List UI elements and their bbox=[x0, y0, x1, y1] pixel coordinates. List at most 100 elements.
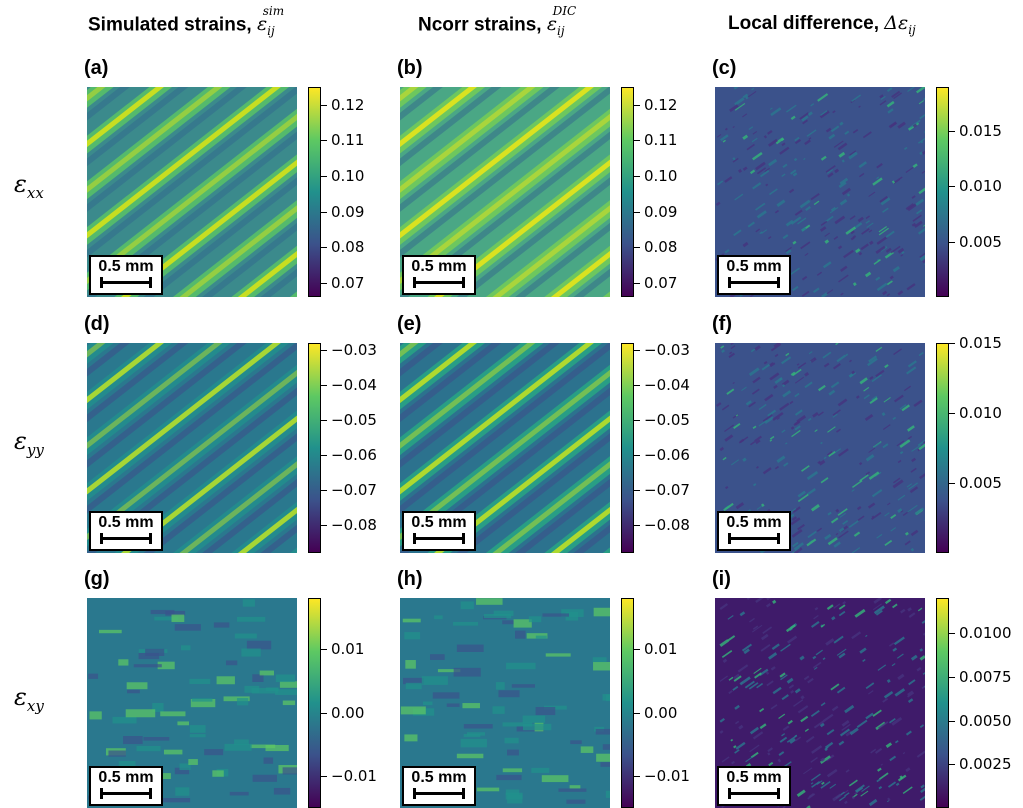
heatmap-patch bbox=[253, 775, 277, 782]
scale-bar: 0.5 mm bbox=[402, 766, 476, 806]
heatmap-patch bbox=[190, 725, 206, 733]
heatmap-patch bbox=[566, 800, 585, 804]
heatmap-patch bbox=[235, 634, 257, 639]
heatmap-patch bbox=[433, 692, 460, 698]
heatmap-patch bbox=[461, 739, 487, 747]
strain-heatmap: 0.5 mm bbox=[87, 87, 297, 297]
strain-heatmap: 0.5 mm bbox=[715, 87, 925, 297]
column-header-simulated: Simulated strains, εijsim bbox=[88, 12, 284, 38]
scale-bar-line bbox=[728, 792, 780, 795]
heatmap-patch bbox=[226, 660, 237, 665]
heatmap-patch bbox=[134, 664, 162, 667]
colorbar-tick bbox=[634, 247, 640, 248]
colorbar-tick bbox=[949, 677, 955, 678]
heatmap-patch bbox=[454, 668, 481, 677]
colorbar bbox=[936, 87, 949, 297]
scale-bar-line bbox=[413, 792, 465, 795]
heatmap-patch bbox=[230, 792, 249, 796]
colorbar-tick bbox=[634, 283, 640, 284]
colorbar-tick bbox=[634, 140, 640, 141]
colorbar-tick-label: −0.03 bbox=[644, 341, 690, 359]
colorbar-tick bbox=[949, 186, 955, 187]
row-label-eyy: εyy bbox=[14, 427, 44, 459]
heatmap-patch bbox=[177, 721, 189, 725]
heatmap-patch bbox=[542, 775, 569, 782]
heatmap-patch bbox=[99, 630, 122, 633]
colorbar-tick bbox=[321, 490, 327, 491]
colorbar-tick bbox=[634, 525, 640, 526]
heatmap-patch bbox=[515, 631, 526, 639]
colorbar-tick bbox=[321, 283, 327, 284]
heatmap-patch bbox=[502, 620, 514, 624]
heatmap-patch bbox=[283, 701, 295, 706]
heatmap-patch bbox=[108, 751, 125, 757]
heatmap-patch bbox=[275, 689, 297, 695]
heatmap-patch bbox=[593, 657, 607, 662]
colorbar-tick-label: 0.005 bbox=[959, 474, 1002, 492]
column-header-difference: Local difference, Δεij bbox=[728, 12, 916, 37]
strain-heatmap: 0.5 mm bbox=[400, 598, 610, 808]
scale-bar: 0.5 mm bbox=[89, 511, 163, 551]
colorbar bbox=[936, 343, 949, 553]
colorbar-tick-label: 0.07 bbox=[331, 274, 364, 292]
scale-bar-label: 0.5 mm bbox=[719, 258, 789, 276]
heatmap-patch bbox=[430, 654, 445, 660]
heatmap-patch bbox=[506, 789, 519, 795]
heatmap-patch bbox=[162, 798, 190, 802]
colorbar-tick-label: 0.0075 bbox=[959, 668, 1012, 686]
colorbar-tick-label: 0.11 bbox=[644, 131, 677, 149]
colorbar-tick-label: −0.06 bbox=[331, 446, 377, 464]
heatmap-patch bbox=[462, 703, 480, 708]
colorbar-tick-label: 0.10 bbox=[331, 167, 364, 185]
heatmap-patch bbox=[136, 746, 160, 751]
colorbar-tick-label: 0.12 bbox=[331, 96, 364, 114]
heatmap-patch bbox=[241, 649, 260, 657]
heatmap-patch bbox=[260, 671, 274, 676]
colorbar-tick bbox=[321, 212, 327, 213]
scale-bar-line bbox=[100, 281, 152, 284]
heatmap-patch bbox=[164, 750, 182, 755]
colorbar-tick bbox=[949, 343, 955, 344]
heatmap-patch bbox=[404, 632, 420, 639]
heatmap-patch bbox=[143, 737, 169, 741]
colorbar-tick-label: 0.015 bbox=[959, 334, 1002, 352]
heatmap-patch bbox=[464, 724, 493, 728]
heatmap-patch bbox=[252, 674, 263, 682]
heatmap-patch bbox=[237, 617, 265, 622]
row-label-exy: εxy bbox=[14, 683, 44, 715]
heatmap-patch bbox=[536, 707, 556, 715]
heatmap-patch bbox=[217, 676, 235, 684]
heatmap-patch bbox=[190, 734, 206, 737]
colorbar-tick bbox=[634, 385, 640, 386]
heatmap-patch bbox=[503, 768, 522, 772]
scale-bar-label: 0.5 mm bbox=[719, 769, 789, 787]
heatmap-patch bbox=[593, 662, 610, 670]
heatmap-patch bbox=[252, 688, 278, 694]
colorbar-tick-label: 0.10 bbox=[644, 167, 677, 185]
scale-bar-label: 0.5 mm bbox=[404, 514, 474, 532]
heatmap-patch bbox=[476, 598, 503, 605]
colorbar-tick bbox=[949, 764, 955, 765]
column-header-ncorr: Ncorr strains, εijDIC bbox=[418, 12, 576, 38]
heatmap-patch bbox=[172, 615, 185, 622]
heatmap-patch bbox=[505, 738, 519, 744]
heatmap-patch bbox=[401, 706, 426, 714]
heatmap-patch bbox=[423, 701, 432, 705]
colorbar-tick-label: −0.05 bbox=[331, 411, 377, 429]
heatmap-patch bbox=[453, 622, 478, 626]
heatmap-patch bbox=[477, 788, 499, 792]
heatmap-patch bbox=[447, 703, 460, 706]
colorbar-tick-label: 0.0025 bbox=[959, 755, 1012, 773]
colorbar-tick-label: 0.00 bbox=[644, 704, 677, 722]
heatmap-patch bbox=[127, 682, 148, 689]
heatmap-patch bbox=[237, 698, 248, 705]
heatmap-patch bbox=[434, 615, 443, 619]
heatmap-patch bbox=[596, 729, 610, 735]
heatmap-patch bbox=[214, 622, 229, 627]
colorbar-tick-label: −0.01 bbox=[644, 767, 690, 785]
heatmap-patch bbox=[546, 653, 571, 656]
heatmap-patch bbox=[512, 684, 535, 687]
heatmap-patch bbox=[175, 624, 201, 631]
heatmap-patch bbox=[507, 750, 519, 756]
panel-label: (h) bbox=[397, 568, 423, 591]
